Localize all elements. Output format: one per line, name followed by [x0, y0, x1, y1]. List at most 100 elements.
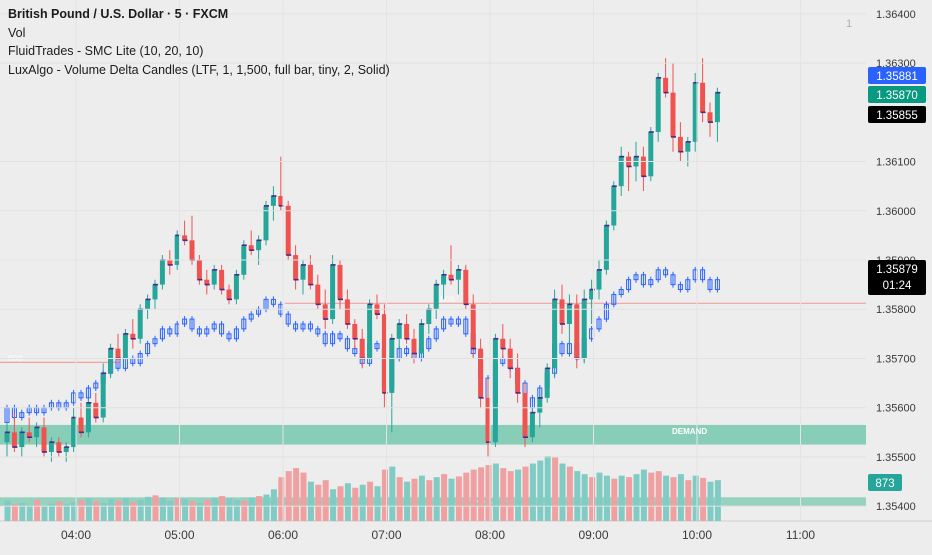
candle-body	[707, 112, 713, 123]
candle-body	[448, 274, 454, 280]
volume-bar	[285, 471, 292, 521]
demand-zone-lower	[0, 497, 866, 507]
volume-bar	[714, 480, 721, 521]
candle-body	[122, 333, 128, 359]
candle-body	[56, 442, 62, 452]
indicator-luxalgo[interactable]: LuxAlgo - Volume Delta Candles (LTF, 1, …	[8, 62, 390, 77]
volume-bar	[41, 505, 48, 521]
candle-body	[655, 77, 661, 132]
volume-bar	[448, 478, 455, 521]
volume-bar	[485, 465, 492, 521]
time-tick-label: 11:00	[786, 528, 815, 542]
candle-body	[285, 205, 291, 256]
chart-legend[interactable]: British Pound / U.S. Dollar · 5 · FXCM V…	[8, 5, 390, 79]
overlay-candle	[344, 338, 350, 350]
candle-body	[300, 264, 306, 280]
volume-bar	[367, 481, 374, 521]
price-tick-label: 1.36400	[876, 9, 916, 21]
price-badge-overlay-text: 1.35881	[876, 71, 918, 83]
candle-body	[492, 338, 498, 443]
candle-body	[167, 260, 173, 265]
candle-body	[315, 284, 321, 305]
candle-body	[152, 284, 158, 300]
volume-bar	[115, 500, 122, 521]
volume-bar	[515, 469, 522, 521]
volume-bar	[648, 472, 655, 521]
candle-body	[4, 432, 10, 443]
demand-label: DEMAND	[672, 427, 707, 436]
volume-bar	[603, 475, 610, 521]
overlay-candle	[93, 382, 99, 389]
volume-bar	[381, 469, 388, 521]
volume-bar	[463, 472, 470, 521]
price-badge-overlay-bg	[868, 67, 926, 84]
overlay-candle	[189, 318, 195, 330]
candle-body	[41, 427, 47, 452]
volume-bar	[167, 500, 174, 521]
overlay-candle	[707, 279, 713, 291]
volume-bar	[85, 498, 92, 521]
price-tick-label: 1.35400	[876, 501, 916, 513]
volume-bar	[552, 457, 559, 521]
candle-body	[404, 324, 410, 339]
volume-bar	[500, 468, 507, 521]
volume-bar	[478, 467, 485, 521]
candle-body	[278, 196, 284, 206]
volume-bar	[441, 474, 448, 521]
symbol-title[interactable]: British Pound / U.S. Dollar · 5 · FXCM	[8, 7, 229, 21]
candle-body	[63, 447, 69, 452]
overlay-candle	[626, 279, 632, 291]
overlay-candle	[337, 333, 343, 340]
volume-bar	[11, 504, 18, 521]
candle-body	[522, 392, 528, 438]
price-tick-label: 1.35800	[876, 304, 916, 316]
volume-bar	[396, 477, 403, 521]
overlay-candle	[714, 279, 720, 291]
price-badge-close-text: 1.35870	[876, 90, 918, 102]
candle-body	[337, 264, 343, 300]
volume-bar	[677, 474, 684, 521]
overlay-candle	[167, 328, 173, 335]
volume-bar	[470, 469, 477, 521]
volume-bar	[596, 472, 603, 521]
price-tick-label: 1.36000	[876, 206, 916, 218]
overlay-candle	[404, 348, 410, 355]
volume-bar	[559, 463, 566, 521]
candle-body	[196, 260, 202, 280]
overlay-candle	[700, 269, 706, 281]
overlay-candle	[145, 343, 151, 355]
volume-bar	[78, 499, 85, 521]
candle-body	[714, 92, 720, 123]
price-badge-low: 1.35855	[868, 106, 926, 123]
volume-bar	[589, 477, 596, 521]
volume-bar	[640, 469, 647, 521]
indicator-smc[interactable]: FluidTrades - SMC Lite (10, 20, 10)	[8, 44, 204, 58]
time-tick-label: 09:00	[578, 528, 608, 542]
indicator-vol[interactable]: Vol	[8, 25, 26, 40]
volume-bar	[374, 486, 381, 521]
volume-bar	[307, 481, 314, 521]
volume-bar	[204, 499, 211, 521]
volume-bar	[152, 495, 159, 521]
candle-body	[418, 324, 424, 354]
candle-body	[145, 299, 151, 310]
price-candles	[4, 58, 721, 462]
candle-body	[48, 442, 54, 452]
volume-bar	[529, 463, 536, 521]
countdown-timer: 01:24	[883, 280, 912, 292]
last-price-value: 1.35879	[876, 264, 918, 276]
candle-body	[233, 274, 239, 300]
volume-bar	[174, 498, 181, 521]
candle-body	[478, 348, 484, 398]
candle-body	[130, 333, 136, 339]
candle-body	[648, 132, 654, 177]
candle-body	[381, 314, 387, 393]
volume-bar	[611, 478, 618, 521]
volume-bar	[300, 472, 307, 521]
volume-bar	[404, 481, 411, 521]
candle-body	[174, 235, 180, 265]
candle-body	[11, 432, 17, 448]
candle-body	[19, 432, 25, 448]
